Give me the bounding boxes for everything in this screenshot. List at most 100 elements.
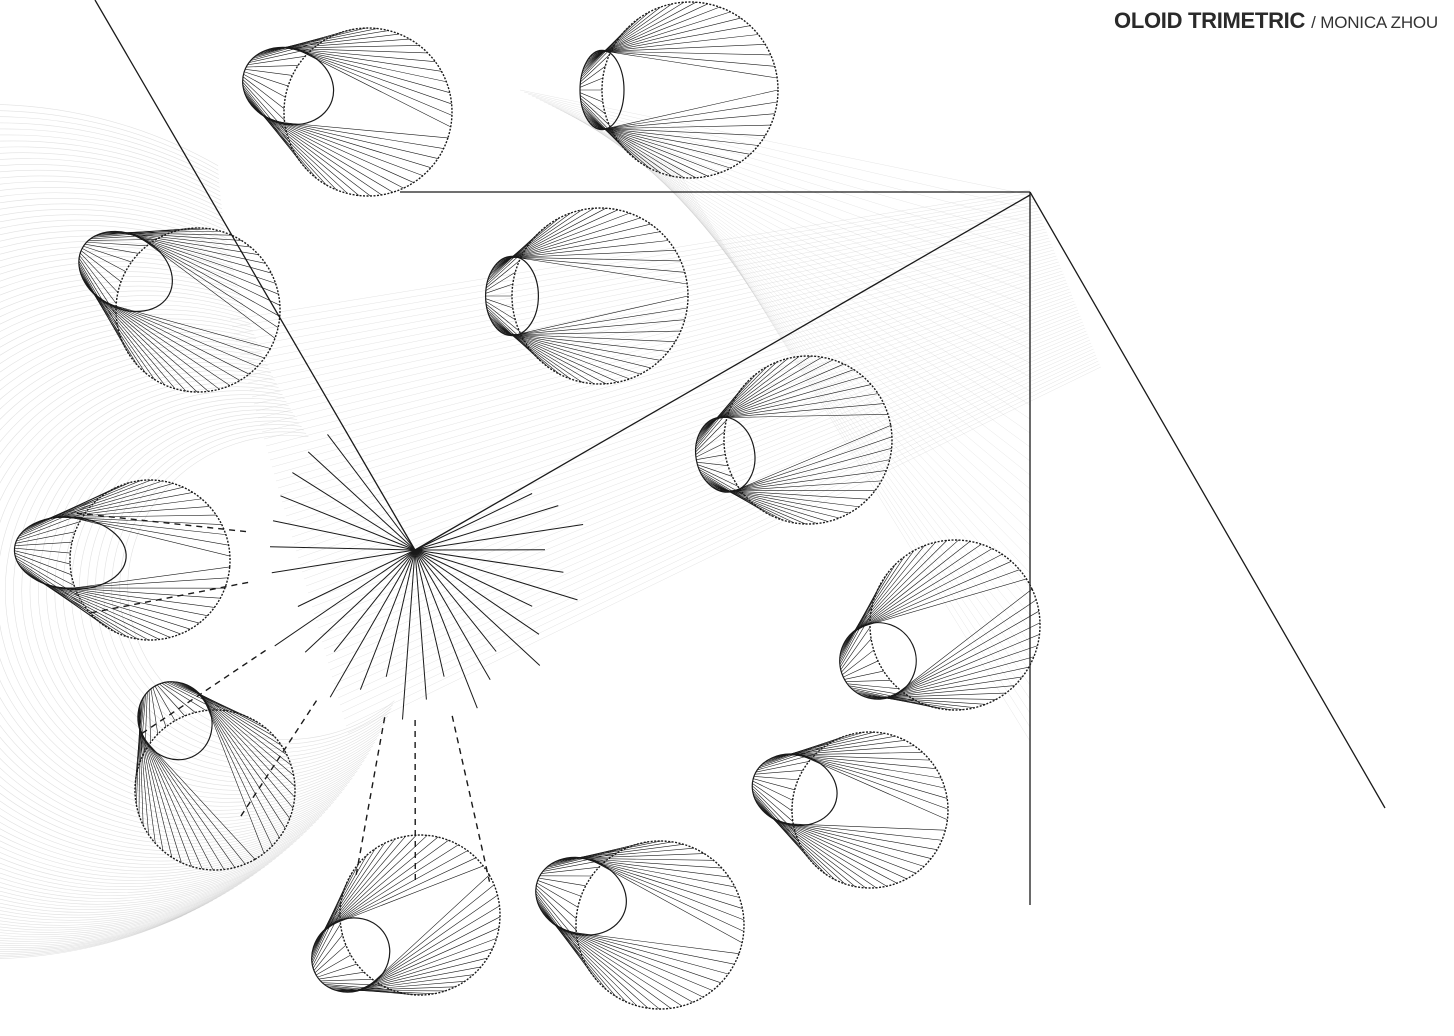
- ruling-line: [486, 260, 520, 289]
- ruling-line: [508, 319, 685, 336]
- ruling-line: [495, 326, 619, 383]
- ruling-line: [243, 89, 302, 163]
- trace-arc: [0, 290, 313, 875]
- ruling-line: [699, 469, 746, 496]
- ruling-line: [873, 676, 1023, 700]
- trace-line: [599, 129, 1031, 476]
- ruling-line: [581, 857, 743, 909]
- ruling-line: [17, 562, 91, 614]
- ruling-line: [559, 927, 721, 984]
- ruling-line: [14, 541, 72, 546]
- ruling-line: [536, 898, 592, 974]
- ruling-line: [536, 885, 577, 919]
- ruling-line: [695, 398, 735, 448]
- ruling-line: [318, 971, 365, 980]
- ruling-line: [150, 688, 159, 735]
- trace-line: [611, 135, 1031, 518]
- ruling-line: [714, 403, 884, 419]
- trace-line: [635, 147, 1031, 602]
- ruling-line: [708, 483, 818, 524]
- ruling-line: [31, 479, 152, 526]
- ruling-line: [590, 11, 731, 57]
- ruling-line: [777, 820, 932, 859]
- ruling-line: [697, 366, 767, 438]
- hub-ray: [333, 549, 416, 653]
- ruling-line: [269, 38, 410, 50]
- ruling-line: [850, 548, 993, 634]
- ruling-line: [186, 684, 292, 766]
- ruling-line: [86, 284, 187, 392]
- ruling-line: [719, 490, 876, 492]
- trace-line: [325, 333, 1088, 657]
- ruling-line: [242, 84, 290, 143]
- ruling-line: [326, 985, 402, 994]
- ruling-line: [141, 733, 236, 868]
- ruling-line: [108, 303, 271, 349]
- ruling-line: [581, 105, 631, 155]
- ruling-line: [127, 232, 279, 295]
- oloid-figures: [13, 1, 1041, 1010]
- ruling-line: [545, 915, 660, 1010]
- ruling-line: [489, 217, 560, 276]
- trace-line: [279, 264, 1061, 496]
- ruling-line: [590, 123, 731, 169]
- trace-line: [249, 219, 1043, 391]
- trace-arc: [0, 225, 269, 913]
- ruling-line: [558, 844, 684, 861]
- trace-arc: [0, 214, 262, 918]
- ruling-line: [154, 685, 176, 721]
- ruling-line: [193, 688, 295, 798]
- ruling-line: [312, 913, 341, 966]
- trace-line: [337, 351, 1095, 699]
- ruling-line: [156, 684, 186, 717]
- trace-line: [335, 348, 1094, 692]
- trace-line: [327, 336, 1089, 664]
- ruling-line: [598, 50, 775, 67]
- oloid-figure-7: [839, 539, 1041, 711]
- ruling-line: [323, 844, 459, 931]
- ruling-line: [102, 300, 258, 367]
- dashed-spoke: [355, 717, 386, 875]
- ruling-line: [250, 41, 323, 61]
- ruling-line: [324, 984, 392, 991]
- trace-arc: [119, 431, 394, 745]
- ruling-line: [591, 124, 741, 163]
- ruling-line: [486, 303, 520, 332]
- trace-line: [343, 360, 1099, 720]
- ruling-line: [695, 442, 725, 458]
- trace-line: [587, 123, 1031, 434]
- ruling-line: [696, 454, 726, 460]
- ruling-line: [255, 109, 382, 196]
- ruling-line: [197, 691, 291, 819]
- trace-line: [331, 342, 1092, 678]
- ruling-line: [14, 555, 75, 586]
- ruling-line: [583, 110, 650, 169]
- ruling-line: [503, 333, 669, 352]
- ruling-line: [852, 689, 929, 707]
- trace-line: [291, 282, 1068, 538]
- trace-line: [293, 285, 1069, 545]
- ruling-line: [111, 231, 251, 248]
- ruling-line: [43, 492, 193, 521]
- ruling-line: [597, 124, 771, 130]
- ruling-line: [312, 923, 341, 969]
- ruling-line: [136, 235, 279, 328]
- ruling-line: [143, 738, 256, 860]
- frame-slanted-edge: [1029, 191, 1386, 809]
- ruling-line: [161, 682, 207, 711]
- trace-arc: [111, 428, 392, 749]
- ruling-line: [318, 835, 428, 937]
- trace-line: [591, 125, 1031, 448]
- ruling-line: [551, 922, 693, 1003]
- ruling-line: [24, 571, 128, 637]
- ruling-line: [14, 552, 72, 576]
- hub-ray: [414, 505, 559, 551]
- ruling-line: [40, 486, 184, 522]
- ruling-line: [847, 683, 899, 689]
- ruling-line: [137, 712, 156, 844]
- ruling-line: [14, 550, 71, 565]
- trace-arc: [0, 309, 326, 862]
- trace-arc: [0, 276, 304, 884]
- ruling-line: [264, 116, 423, 176]
- ruling-line: [246, 65, 299, 68]
